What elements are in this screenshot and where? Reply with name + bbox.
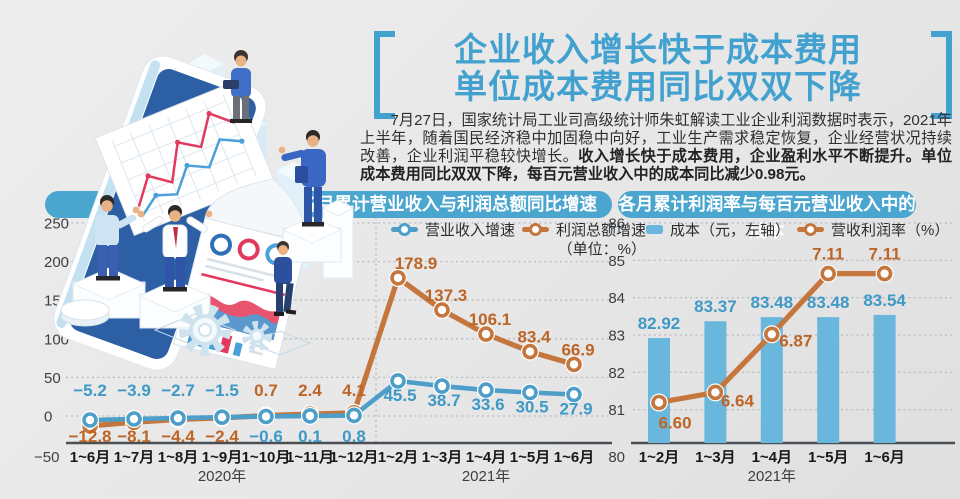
svg-text:1~5月: 1~5月 — [808, 449, 848, 466]
svg-text:1~2月: 1~2月 — [639, 449, 679, 466]
title-line-1: 企业收入增长快于成本费用 — [454, 31, 862, 68]
person-woman-walking — [274, 241, 297, 316]
svg-text:1~6月: 1~6月 — [554, 449, 594, 466]
svg-text:2021年: 2021年 — [462, 468, 510, 485]
svg-text:−2.4: −2.4 — [205, 427, 239, 446]
svg-text:1~6月: 1~6月 — [864, 449, 904, 466]
svg-text:2020年: 2020年 — [198, 468, 246, 485]
svg-text:−4.4: −4.4 — [161, 427, 195, 446]
svg-text:1~4月: 1~4月 — [752, 449, 792, 466]
profit-series-marker-icon — [521, 223, 549, 236]
svg-text:30.5: 30.5 — [515, 398, 548, 417]
svg-text:4.1: 4.1 — [342, 381, 366, 400]
svg-text:0.7: 0.7 — [254, 381, 278, 400]
svg-text:6.64: 6.64 — [721, 391, 755, 410]
svg-text:38.7: 38.7 — [427, 391, 460, 410]
svg-text:82.92: 82.92 — [638, 314, 681, 333]
svg-text:−5.2: −5.2 — [73, 381, 107, 400]
svg-text:7.11: 7.11 — [869, 245, 901, 264]
person-man-with-paper — [95, 195, 140, 281]
svg-text:−8.1: −8.1 — [117, 427, 151, 446]
svg-text:1~4月: 1~4月 — [466, 449, 506, 466]
svg-text:83: 83 — [608, 328, 625, 345]
svg-text:−3.9: −3.9 — [117, 381, 151, 400]
svg-text:50: 50 — [44, 370, 61, 387]
page-title: 企业收入增长快于成本费用 单位成本费用同比双双下降 — [396, 31, 920, 105]
svg-text:1~8月: 1~8月 — [158, 449, 198, 466]
svg-text:106.1: 106.1 — [469, 310, 512, 329]
svg-text:83.48: 83.48 — [751, 293, 794, 312]
svg-text:0: 0 — [44, 409, 52, 426]
svg-text:82: 82 — [608, 365, 625, 382]
svg-text:1~2月: 1~2月 — [378, 449, 418, 466]
left-chart-unit-note: （单位：%） — [557, 241, 646, 258]
person-man-arms-out — [137, 205, 213, 292]
legend-label-revenue: 营业收入增速 — [424, 222, 515, 239]
svg-text:1~10月: 1~10月 — [242, 449, 291, 466]
button-cylinder — [60, 299, 110, 327]
svg-text:−12.8: −12.8 — [68, 427, 111, 446]
svg-text:6.60: 6.60 — [658, 414, 691, 433]
svg-text:6.87: 6.87 — [779, 331, 812, 350]
svg-text:1~3月: 1~3月 — [695, 449, 735, 466]
svg-text:1~7月: 1~7月 — [114, 449, 154, 466]
svg-text:1~9月: 1~9月 — [202, 449, 242, 466]
svg-text:137.3: 137.3 — [425, 286, 468, 305]
svg-text:2021年: 2021年 — [748, 468, 796, 485]
svg-text:83.48: 83.48 — [807, 293, 850, 312]
svg-text:7.11: 7.11 — [812, 245, 844, 264]
right-chart-plot: 86 85 84 83 82 81 80 1~2月 1~3月 1~4月 1~5月 1~6月 2021年 8… — [608, 216, 955, 485]
svg-text:250: 250 — [44, 216, 69, 233]
svg-text:200: 200 — [44, 254, 69, 271]
cost-bar-marker-icon — [646, 225, 663, 234]
legend-label-cost: 成本（元，左轴） — [670, 222, 791, 239]
person-woman-on-column — [223, 50, 252, 123]
svg-text:86: 86 — [608, 216, 625, 233]
svg-text:1~3月: 1~3月 — [422, 449, 462, 466]
svg-text:−1.5: −1.5 — [205, 381, 239, 400]
title-bracket-left — [374, 31, 395, 119]
intro-text-bold: 收入增长快于成本费用，企业盈利水平不断提升。单位成本费用同比双双下降，每百元营业… — [360, 147, 953, 183]
svg-text:−50: −50 — [34, 449, 59, 466]
right-chart-title: 各月累计利润率与每百元营业收入中的成本 — [618, 191, 916, 241]
right-chart-legend: 成本（元，左轴） 营收利润率（%） — [646, 219, 949, 240]
svg-text:66.9: 66.9 — [561, 340, 594, 359]
svg-text:1~11月: 1~11月 — [286, 449, 334, 466]
svg-text:−0.6: −0.6 — [249, 427, 283, 446]
svg-text:1~12月: 1~12月 — [330, 449, 379, 466]
title-bracket-right — [931, 31, 952, 119]
svg-text:0.8: 0.8 — [342, 427, 366, 446]
svg-text:2.4: 2.4 — [298, 381, 322, 400]
svg-text:−2.7: −2.7 — [161, 381, 195, 400]
svg-text:33.6: 33.6 — [471, 395, 504, 414]
person-man-pointing — [278, 130, 326, 227]
svg-text:83.4: 83.4 — [517, 328, 551, 347]
svg-text:84: 84 — [608, 290, 625, 307]
legend-label-margin: 营收利润率（%） — [831, 222, 950, 239]
svg-text:1~5月: 1~5月 — [510, 449, 550, 466]
svg-text:1~6月: 1~6月 — [70, 449, 110, 466]
svg-text:85: 85 — [608, 253, 625, 270]
isometric-business-illustration — [53, 50, 355, 371]
svg-text:27.9: 27.9 — [559, 400, 592, 419]
svg-text:83.54: 83.54 — [863, 291, 906, 310]
intro-text-normal: 7月27日，国家统计局工业司高级统计师朱虹解读工业企业利润数据时表示，2021年… — [360, 112, 952, 165]
legend-label-profit: 利润总额增速 — [555, 222, 646, 239]
margin-series-marker-icon — [797, 223, 825, 236]
svg-text:45.5: 45.5 — [383, 386, 416, 405]
gears-icon — [179, 304, 272, 356]
title-line-2: 单位成本费用同比双双下降 — [454, 68, 862, 105]
svg-text:178.9: 178.9 — [395, 254, 438, 273]
svg-text:80: 80 — [608, 449, 625, 466]
revenue-series-marker-icon — [390, 223, 418, 236]
svg-text:0.1: 0.1 — [298, 427, 322, 446]
left-chart-legend: 营业收入增速 利润总额增速 — [388, 219, 646, 240]
svg-text:83.37: 83.37 — [694, 297, 737, 316]
svg-text:81: 81 — [608, 402, 625, 419]
intro-paragraph: 7月27日，国家统计局工业司高级统计师朱虹解读工业企业利润数据时表示，2021年… — [360, 112, 952, 184]
